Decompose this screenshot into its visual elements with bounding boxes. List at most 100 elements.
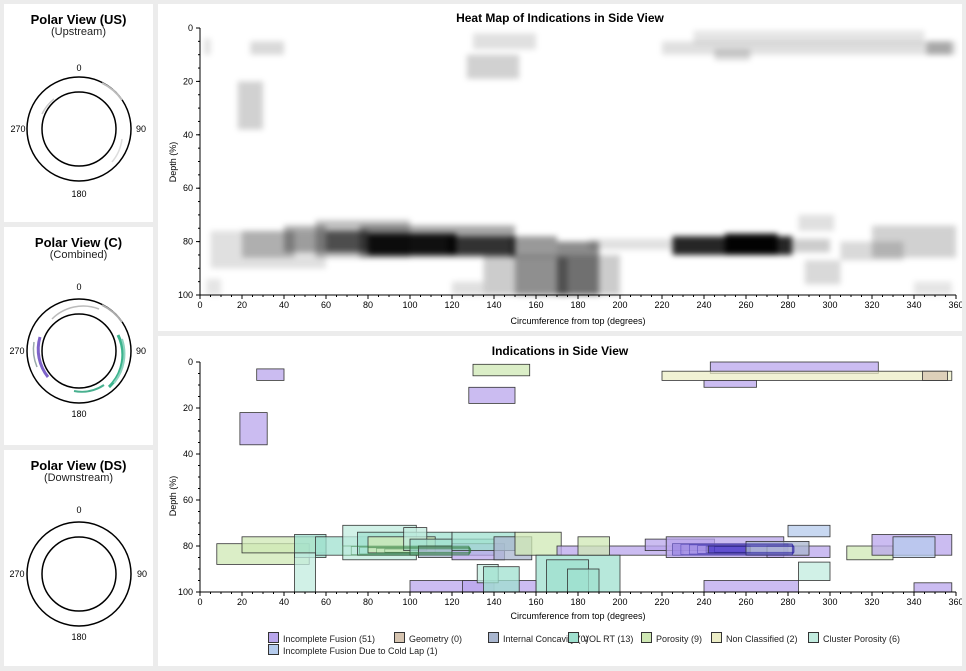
heatmap-cell	[792, 238, 830, 253]
legend-swatch	[394, 632, 405, 643]
polar-subtitle-ds: (Downstream)	[43, 472, 114, 484]
legend-item-non-classified[interactable]: Non Classified (2)	[711, 632, 798, 644]
heatmap-cell	[368, 233, 457, 255]
legend-item-geometry[interactable]: Geometry (0)	[394, 632, 462, 644]
indications-ylabel: Depth (%)	[168, 476, 178, 517]
heatmap-chart: 0 20 40 60 80 100 120 140 160 180 200 220 240 260 280 3…	[168, 23, 962, 326]
heatmap-ylabel: Depth (%)	[168, 142, 178, 183]
polar-label-left: 270	[9, 346, 24, 356]
legend-swatch	[268, 632, 279, 643]
indication-box-porosity	[472, 363, 531, 377]
heatmap-x-tick-label: 240	[696, 300, 711, 310]
heatmap-x-tick-label: 280	[780, 300, 795, 310]
legend-item-incomplete-fusion[interactable]: Incomplete Fusion (51)	[268, 632, 375, 644]
indications-title: Indications in Side View	[491, 344, 629, 358]
heatmap-x-tick-label: 0	[197, 300, 202, 310]
heatmap-cell	[452, 281, 484, 295]
heatmap-x-tick-label: 60	[321, 300, 331, 310]
indication-box-cluster-porosity	[798, 561, 831, 581]
polar-label-top: 0	[76, 505, 81, 515]
polar-label-right: 90	[136, 346, 146, 356]
legend-label: Cluster Porosity (6)	[823, 634, 901, 644]
polar-panel-c: Polar View (C) (Combined) 0 90 180 270	[4, 227, 153, 445]
indications-y-tick-label: 100	[178, 587, 193, 597]
legend-swatch	[268, 644, 279, 655]
polar-title-us: Polar View (US)	[30, 12, 127, 27]
polar-label-bottom: 180	[71, 632, 86, 642]
heatmap-x-tick-label: 340	[906, 300, 921, 310]
indication-overlap-outline	[367, 547, 471, 554]
indication-box-porosity	[514, 531, 562, 556]
legend-label: Incomplete Fusion (51)	[283, 634, 376, 644]
polar-label-top: 0	[76, 63, 81, 73]
heatmap-cell	[473, 33, 536, 50]
polar-chart-us: 0 90 180 270	[10, 63, 146, 199]
indication-overlap-outline	[350, 546, 470, 555]
indication-box-geometry	[922, 370, 949, 381]
heatmap-cell	[510, 236, 557, 258]
polar-inner-ring	[41, 536, 117, 612]
indication-overlap-outline	[672, 543, 793, 556]
indication-overlap-outline	[714, 546, 795, 553]
indication-box-cold-lap	[892, 536, 936, 558]
legend-swatch	[641, 632, 652, 643]
heatmap-x-tick-label: 300	[822, 300, 837, 310]
polar-indication-arc	[101, 82, 123, 101]
indications-x-tick-label: 200	[612, 597, 627, 607]
polar-panel-ds: Polar View (DS) (Downstream) 0 90 180 27…	[4, 450, 153, 666]
indications-x-tick-label: 260	[738, 597, 753, 607]
heatmap-y-tick-label: 100	[178, 290, 193, 300]
heatmap-cell	[872, 225, 956, 258]
heatmap-y-tick-label: 40	[183, 130, 193, 140]
legend-item-porosity[interactable]: Porosity (9)	[641, 632, 702, 644]
indication-overlap-outline	[342, 545, 470, 556]
legend-swatch	[808, 632, 819, 643]
polar-label-bottom: 180	[71, 189, 86, 199]
legend-swatch	[488, 632, 499, 643]
polar-indication-arc	[36, 336, 50, 378]
indications-x-tick-label: 340	[906, 597, 921, 607]
heatmap-x-tick-label: 120	[444, 300, 459, 310]
heatmap-cell	[693, 30, 925, 45]
legend-item-cluster-porosity[interactable]: Cluster Porosity (6)	[808, 632, 900, 644]
heatmap-cell	[914, 281, 952, 295]
legend-item-vol-rt[interactable]: VOL RT (13)	[568, 632, 633, 644]
heatmap-y-tick-label: 20	[183, 76, 193, 86]
heatmap-x-tick-label: 220	[654, 300, 669, 310]
indications-x-tick-label: 180	[570, 597, 585, 607]
heatmap-x-tick-label: 320	[864, 300, 879, 310]
indication-overlap-outline	[376, 548, 471, 554]
indications-y-tick-label: 20	[183, 403, 193, 413]
legend-item-cold-lap[interactable]: Incomplete Fusion Due to Cold Lap (1)	[268, 644, 438, 656]
indications-x-tick-label: 360	[948, 597, 962, 607]
heatmap-cell	[206, 278, 221, 295]
indication-overlap-outline	[705, 545, 795, 554]
polar-outer-ring	[26, 76, 132, 182]
polar-indication-arc	[73, 384, 105, 393]
polar-label-right: 90	[136, 124, 146, 134]
polar-indication-arc	[51, 305, 100, 320]
indications-y-tick-label: 0	[188, 357, 193, 367]
heatmap-cell	[204, 38, 211, 55]
indications-x-tick-label: 60	[321, 597, 331, 607]
indications-x-tick-label: 160	[528, 597, 543, 607]
legend-item-internal-concavity[interactable]: Internal Concavity (0)	[488, 632, 589, 644]
heatmap-x-tick-label: 360	[948, 300, 962, 310]
heatmap-y-tick-label: 80	[183, 237, 193, 247]
indications-chart: 0 20 40 60 80 100 120 140 160 180 200 220 240 260 280 3…	[168, 357, 962, 621]
heatmap-y-tick-label: 60	[183, 183, 193, 193]
legend-label: VOL RT (13)	[583, 634, 634, 644]
polar-chart-ds: 0 90 180 270	[9, 505, 147, 642]
heatmap-x-tick-label: 20	[237, 300, 247, 310]
indications-x-tick-label: 120	[444, 597, 459, 607]
heatmap-cell	[515, 257, 568, 295]
polar-panel-us: Polar View (US) (Upstream) 0 90 180 270	[4, 4, 153, 222]
legend-label: Incomplete Fusion Due to Cold Lap (1)	[283, 646, 438, 656]
indication-box-incomplete-fusion	[468, 386, 516, 404]
indications-x-tick-label: 140	[486, 597, 501, 607]
indication-box-cold-lap	[787, 524, 831, 538]
polar-subtitle-c: (Combined)	[49, 249, 108, 261]
polar-label-bottom: 180	[71, 409, 86, 419]
indication-overlap-outline	[384, 548, 472, 553]
heatmap-cell	[588, 238, 673, 250]
